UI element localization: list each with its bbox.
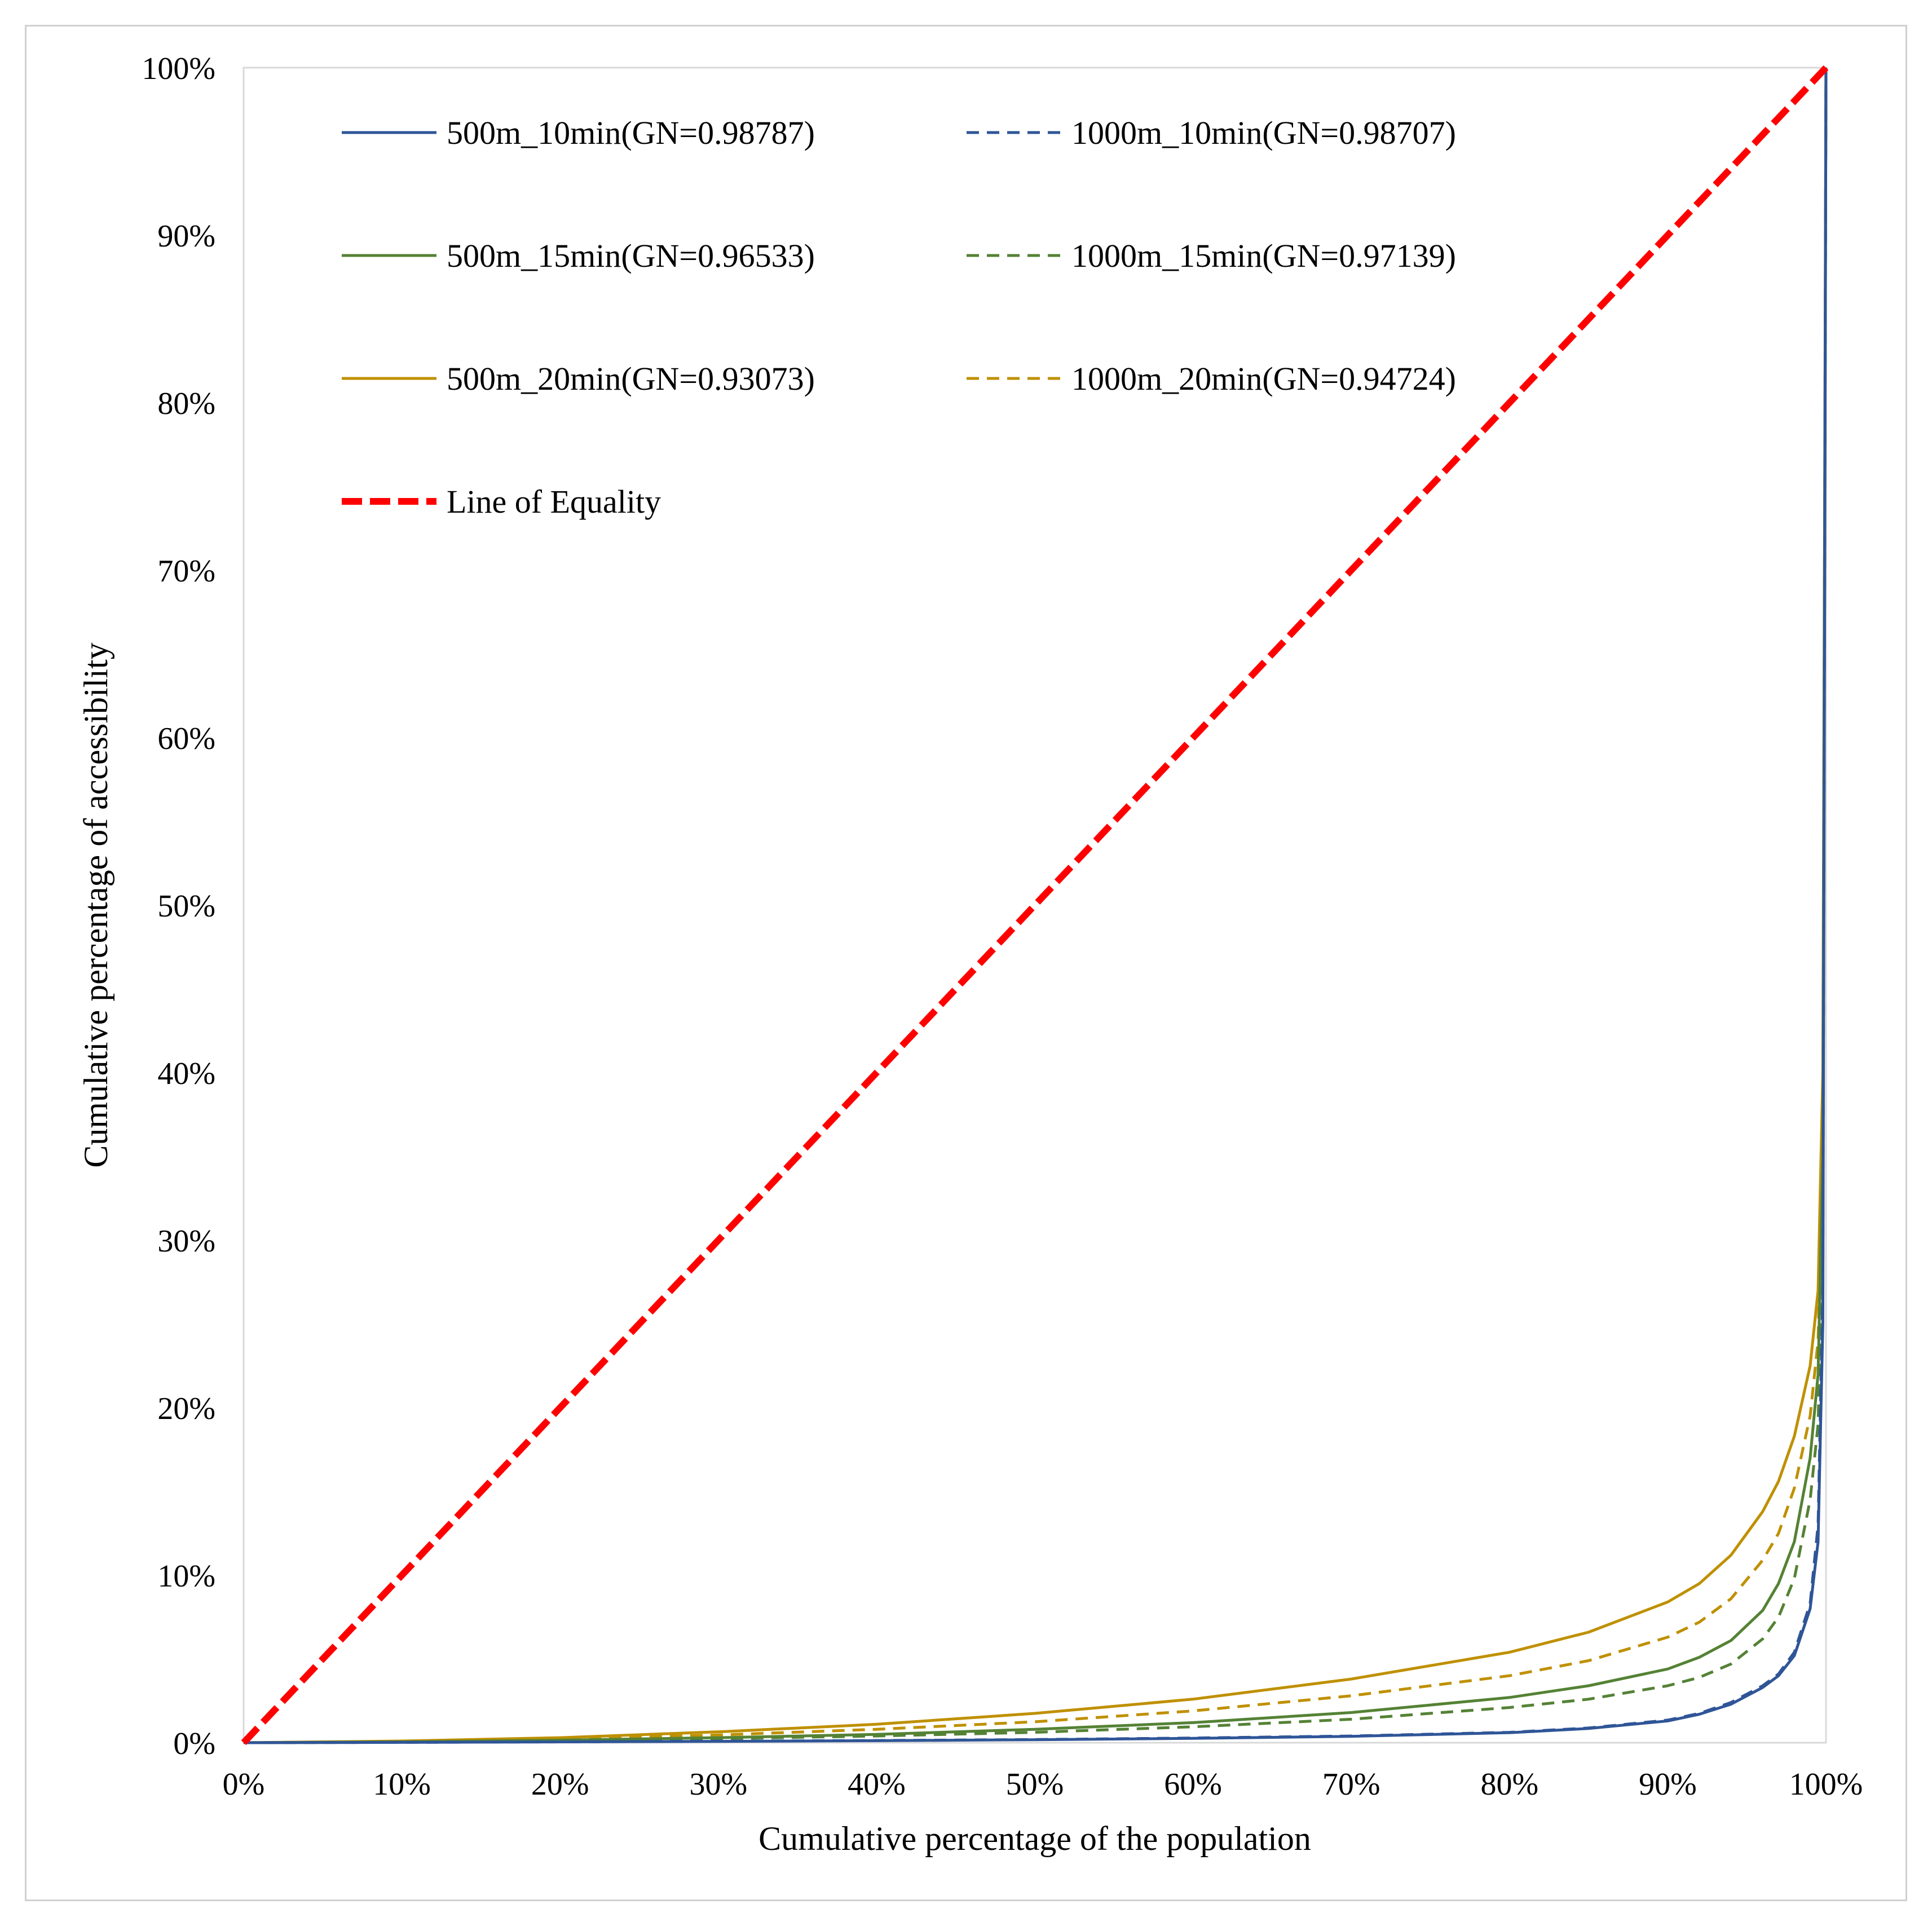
legend: 500m_10min(GN=0.98787) 1000m_10min(GN=0.9… [342, 114, 1456, 520]
series-line-line-of-equality [241, 65, 1829, 1746]
series-line-500m-15min [243, 67, 1828, 1744]
legend-label: 500m_20min(GN=0.93073) [447, 360, 815, 397]
x-tick-label: 10% [373, 1767, 431, 1802]
x-tick-label: 100% [1789, 1767, 1863, 1802]
x-tick-label: 70% [1322, 1767, 1380, 1802]
series-line-500m-20min [243, 67, 1828, 1744]
y-tick-label: 90% [157, 219, 215, 254]
x-tick-label: 20% [531, 1767, 589, 1802]
legend-label: 1000m_10min(GN=0.98707) [1071, 114, 1456, 151]
y-tick-labels: 0% 10% 20% 30% 40% 50% 60% 70% 80% 90% 100% [142, 51, 215, 1761]
y-tick-label: 80% [157, 386, 215, 421]
y-tick-label: 100% [142, 51, 215, 86]
x-tick-label: 0% [223, 1767, 265, 1802]
legend-label: 1000m_20min(GN=0.94724) [1071, 360, 1456, 397]
legend-label: Line of Equality [447, 483, 661, 520]
y-tick-label: 50% [157, 889, 215, 924]
x-tick-label: 80% [1480, 1767, 1538, 1802]
series-line-1000m-20min [243, 67, 1828, 1744]
y-tick-label: 40% [157, 1056, 215, 1091]
series-lines [241, 65, 1829, 1746]
x-tick-label: 60% [1164, 1767, 1222, 1802]
y-axis-title: Cumulative percentage of accessibility [77, 642, 114, 1167]
x-axis-title: Cumulative percentage of the population [758, 1820, 1311, 1857]
legend-label: 1000m_15min(GN=0.97139) [1071, 237, 1456, 274]
x-tick-label: 90% [1639, 1767, 1697, 1802]
y-tick-label: 60% [157, 721, 215, 756]
y-tick-label: 70% [157, 554, 215, 589]
y-tick-label: 0% [173, 1726, 215, 1761]
y-tick-label: 10% [157, 1559, 215, 1594]
x-tick-label: 30% [689, 1767, 747, 1802]
legend-label: 500m_15min(GN=0.96533) [447, 237, 815, 274]
legend-label: 500m_10min(GN=0.98787) [447, 114, 815, 151]
x-tick-label: 40% [848, 1767, 906, 1802]
series-line-500m-10min [243, 67, 1828, 1744]
y-tick-label: 20% [157, 1391, 215, 1426]
y-tick-label: 30% [157, 1224, 215, 1259]
series-line-1000m-15min [243, 67, 1828, 1744]
x-tick-label: 50% [1006, 1767, 1064, 1802]
x-tick-labels: 0% 10% 20% 30% 40% 50% 60% 70% 80% 90% 100% [223, 1767, 1863, 1802]
